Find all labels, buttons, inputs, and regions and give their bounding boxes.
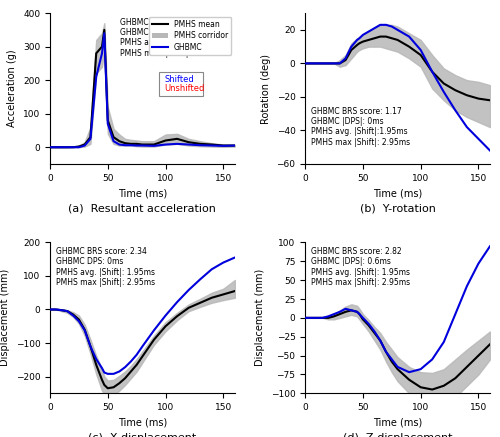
X-axis label: Time (ms): Time (ms) [118,188,167,198]
Y-axis label: Acceleration (g): Acceleration (g) [8,50,18,127]
Legend: PMHS mean, PMHS corridor, GHBMC: PMHS mean, PMHS corridor, GHBMC [150,17,231,55]
X-axis label: Time (ms): Time (ms) [118,418,167,427]
Text: (a)  Resultant acceleration: (a) Resultant acceleration [68,203,216,213]
X-axis label: Time (ms): Time (ms) [373,418,422,427]
Y-axis label: Displacement (mm): Displacement (mm) [0,269,10,367]
Y-axis label: Displacement (mm): Displacement (mm) [255,269,265,367]
Text: GHBMC BRS score: 1.17
GHBMC |DPS|: 0ms
PMHS avg. |Shift|:1.95ms
PMHS max |Shift|: GHBMC BRS score: 1.17 GHBMC |DPS|: 0ms P… [310,107,410,147]
Text: Shifted: Shifted [164,75,194,84]
Text: GHBMC BRS score: 2.82
GHBMC |DPS|: 0.6ms
PMHS avg. |Shift|: 1.95ms
PMHS max |Shi: GHBMC BRS score: 2.82 GHBMC |DPS|: 0.6ms… [310,247,410,287]
Text: (b)  Y-rotation: (b) Y-rotation [360,203,436,213]
Text: (c)  X-displacement: (c) X-displacement [88,433,196,437]
Text: GHBMC BRS score: 2.34
GHBMC DPS: 0ms
PMHS avg. |Shift|: 1.95ms
PMHS max |Shift|:: GHBMC BRS score: 2.34 GHBMC DPS: 0ms PMH… [56,247,154,287]
Text: (d)  Z-displacement: (d) Z-displacement [343,433,452,437]
X-axis label: Time (ms): Time (ms) [373,188,422,198]
Text: Unshifted: Unshifted [164,84,205,93]
FancyBboxPatch shape [159,72,204,96]
Y-axis label: Rotation (deg): Rotation (deg) [261,54,271,124]
Text: GHBMC BRS score: 0.93
GHBMC |DPS|: 2.3ms
PMHS avg. |Shift|:1.95ms
PMHS max. |Shi: GHBMC BRS score: 0.93 GHBMC |DPS|: 2.3ms… [120,17,220,58]
